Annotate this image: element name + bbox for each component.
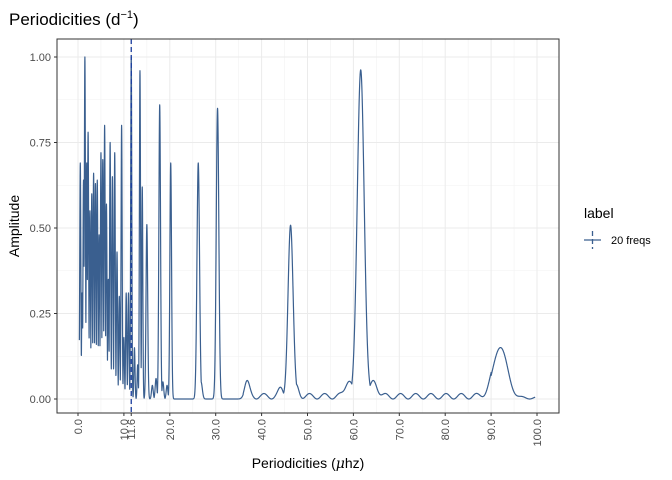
x-tick-label: 40.0 <box>257 419 269 440</box>
x-tick-label: 50.0 <box>303 419 315 440</box>
x-tick-label: 10.0 <box>119 419 131 440</box>
x-axis-title: Periodicities (μhz) <box>252 455 365 472</box>
series-line-group <box>78 56 536 400</box>
legend: label 20 freqs <box>584 205 651 249</box>
x-tick-label: 100.0 <box>532 419 544 447</box>
x-tick-label: 60.0 <box>348 419 360 440</box>
y-tick-label: 0.00 <box>30 394 51 406</box>
x-tick-label: 70.0 <box>394 419 406 440</box>
legend-title: label <box>584 205 614 221</box>
chart-title: Periodicities (d−1) <box>9 9 139 29</box>
x-axis-ticks: 0.0 10.011.6 20.0 30.0 40.0 50.0 60.0 70.0 80.0 9… <box>73 413 544 447</box>
legend-label: 20 freqs <box>611 235 651 247</box>
x-tick-label: 0.0 <box>73 419 85 434</box>
y-axis-ticks: 0.00 0.25 0.50 0.75 1.00 <box>30 52 57 406</box>
series-line-20-freqs <box>78 56 536 400</box>
y-tick-label: 0.50 <box>30 223 51 235</box>
x-tick-label: 20.0 <box>165 419 177 440</box>
x-tick-label: 11.6 <box>126 419 138 440</box>
x-tick-label: 30.0 <box>211 419 223 440</box>
x-tick-label: 80.0 <box>440 419 452 440</box>
y-tick-label: 0.25 <box>30 309 51 321</box>
y-tick-label: 0.75 <box>30 138 51 150</box>
y-tick-label: 1.00 <box>30 52 51 64</box>
x-tick-label: 90.0 <box>486 419 498 440</box>
y-axis-title: Amplitude <box>6 195 22 257</box>
